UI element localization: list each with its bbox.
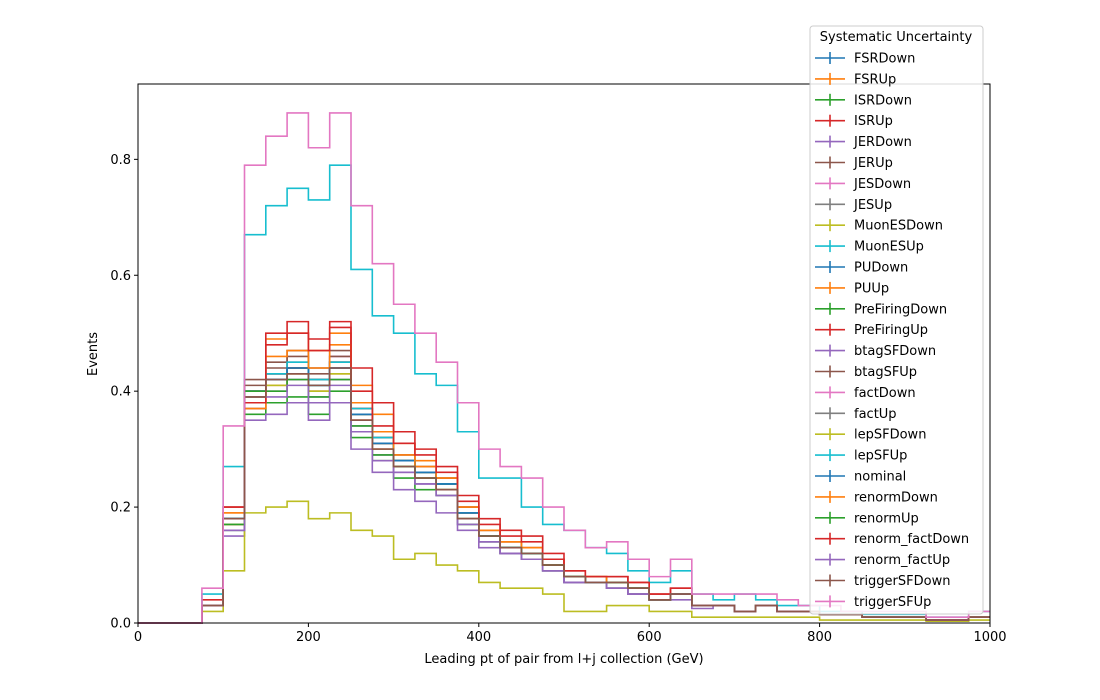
legend-label: btagSFUp — [854, 365, 917, 380]
legend-label: JERDown — [853, 135, 912, 150]
legend-item: triggerSFDown — [815, 574, 950, 589]
legend-label: PreFiringDown — [854, 302, 947, 317]
legend-label: JERUp — [853, 156, 893, 171]
legend-label: nominal — [854, 470, 906, 485]
legend-item: JESDown — [815, 177, 911, 192]
legend-item: PUDown — [815, 261, 908, 276]
legend-item: PreFiringDown — [815, 302, 947, 317]
x-axis-label: Leading pt of pair from l+j collection (… — [424, 652, 703, 667]
legend-label: lepSFUp — [854, 449, 907, 464]
legend-items: FSRDown FSRUp ISRDown ISRUp JERDown JERUp JESD… — [815, 52, 969, 610]
y-tick-label: 0.4 — [110, 385, 131, 400]
y-axis-label: Events — [86, 332, 101, 376]
legend-label: btagSFDown — [854, 344, 936, 359]
legend-item: lepSFUp — [815, 449, 907, 464]
legend-item: nominal — [815, 470, 906, 485]
x-tick-label: 0 — [134, 630, 142, 645]
y-tick-label: 0.2 — [110, 501, 131, 516]
x-tick-label: 600 — [637, 630, 662, 645]
legend-label: renorm_factUp — [854, 553, 950, 568]
legend-item: renormUp — [815, 511, 919, 526]
legend-label: renormUp — [854, 511, 919, 526]
series-line-muonesdown — [138, 500, 990, 624]
legend-item: JERUp — [815, 156, 893, 171]
legend-item: PUUp — [815, 281, 889, 296]
legend-label: PUDown — [854, 261, 908, 276]
legend-label: factUp — [854, 407, 897, 422]
legend-label: renorm_factDown — [854, 532, 969, 547]
legend-label: JESUp — [853, 198, 892, 213]
legend-label: FSRDown — [854, 52, 915, 67]
legend-item: renorm_factDown — [815, 532, 969, 547]
legend-item: JERDown — [815, 135, 912, 150]
legend-item: factDown — [815, 386, 916, 401]
legend-item: MuonESUp — [815, 240, 924, 255]
legend-label: PreFiringUp — [854, 323, 928, 338]
legend-item: btagSFDown — [815, 344, 936, 359]
legend-item: factUp — [815, 407, 897, 422]
legend-label: triggerSFDown — [854, 574, 950, 589]
legend-item: ISRDown — [815, 93, 912, 108]
legend-label: JESDown — [853, 177, 911, 192]
legend-item: renorm_factUp — [815, 553, 950, 568]
legend-item: ISRUp — [815, 114, 893, 129]
legend-item: triggerSFUp — [815, 595, 931, 610]
x-tick-label: 800 — [807, 630, 832, 645]
legend-item: renormDown — [815, 490, 938, 505]
x-tick-label: 400 — [466, 630, 491, 645]
legend-box — [809, 25, 984, 615]
y-tick-label: 0.0 — [110, 617, 131, 632]
legend-label: MuonESDown — [854, 219, 943, 234]
legend-label: PUUp — [854, 281, 889, 296]
legend-title: Systematic Uncertainty — [820, 30, 973, 45]
x-axis: 0 200 400 600 800 1000 — [134, 623, 1007, 645]
legend-item: PreFiringUp — [815, 323, 928, 338]
series-line-triggersfup — [138, 112, 990, 624]
y-tick-label: 0.8 — [110, 153, 131, 168]
y-axis: 0.0 0.2 0.4 0.6 0.8 — [110, 153, 138, 632]
y-tick-label: 0.6 — [110, 269, 131, 284]
legend-label: ISRDown — [854, 93, 912, 108]
legend-label: factDown — [854, 386, 916, 401]
legend-label: ISRUp — [854, 114, 893, 129]
legend-item: lepSFDown — [815, 428, 926, 443]
legend-item: FSRDown — [815, 52, 915, 67]
legend: Systematic Uncertainty FSRDown FSRUp ISRDo… — [809, 25, 984, 615]
plot-frame — [137, 83, 991, 624]
legend-label: renormDown — [854, 490, 938, 505]
x-tick-label: 1000 — [973, 630, 1006, 645]
legend-label: lepSFDown — [854, 428, 926, 443]
x-tick-label: 200 — [296, 630, 321, 645]
legend-label: MuonESUp — [854, 240, 924, 255]
legend-item: FSRUp — [815, 72, 896, 87]
legend-label: triggerSFUp — [854, 595, 931, 610]
legend-label: FSRUp — [854, 72, 896, 87]
legend-item: btagSFUp — [815, 365, 917, 380]
legend-item: MuonESDown — [815, 219, 943, 234]
legend-item: JESUp — [815, 198, 892, 213]
